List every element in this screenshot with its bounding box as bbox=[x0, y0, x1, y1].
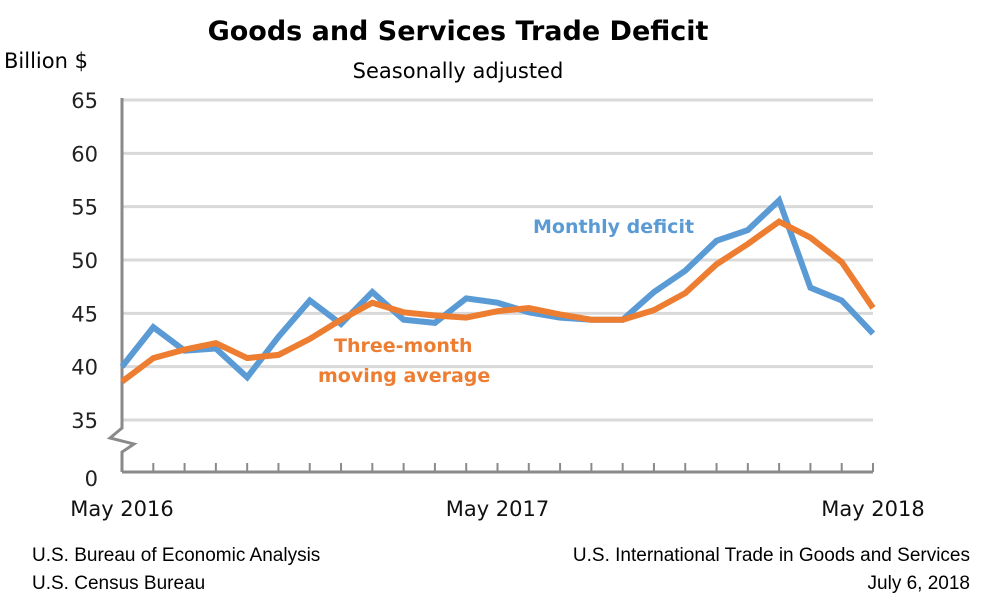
y-tick-35: 35 bbox=[71, 409, 98, 433]
three-month-average-line bbox=[120, 218, 876, 384]
x-tick-labels: May 2016 May 2017 May 2018 bbox=[70, 497, 925, 521]
chart-title: Goods and Services Trade Deficit bbox=[208, 16, 709, 47]
annotation-three-month-line2: moving average bbox=[318, 365, 490, 387]
y-tick-40: 40 bbox=[71, 356, 98, 380]
source-left-line2: U.S. Census Bureau bbox=[32, 573, 205, 594]
chart-subtitle: Seasonally adjusted bbox=[353, 59, 564, 83]
y-tick-45: 45 bbox=[71, 302, 98, 326]
y-tick-60: 60 bbox=[71, 142, 98, 166]
source-left-line1: U.S. Bureau of Economic Analysis bbox=[32, 545, 320, 566]
gridlines bbox=[122, 98, 873, 422]
y-tick-labels: 65 60 55 50 45 40 35 0 bbox=[71, 89, 98, 491]
x-tick-may-2016: May 2016 bbox=[70, 497, 174, 521]
series-lines bbox=[119, 194, 876, 384]
x-tick-may-2017: May 2017 bbox=[446, 497, 550, 521]
y-tick-55: 55 bbox=[71, 196, 98, 220]
annotation-three-month-line1: Three-month bbox=[334, 335, 473, 357]
x-tick-may-2018: May 2018 bbox=[821, 497, 925, 521]
monthly-deficit-line bbox=[119, 194, 876, 382]
annotation-monthly-deficit: Monthly deficit bbox=[533, 216, 694, 238]
axes bbox=[106, 98, 874, 474]
release-date: July 6, 2018 bbox=[868, 573, 970, 594]
y-tick-50: 50 bbox=[71, 249, 98, 273]
y-axis-line-with-break bbox=[106, 98, 138, 472]
y-tick-0: 0 bbox=[85, 467, 98, 491]
source-right-line1: U.S. International Trade in Goods and Se… bbox=[573, 545, 970, 566]
y-axis-label: Billion $ bbox=[4, 49, 88, 73]
y-tick-65: 65 bbox=[71, 89, 98, 113]
